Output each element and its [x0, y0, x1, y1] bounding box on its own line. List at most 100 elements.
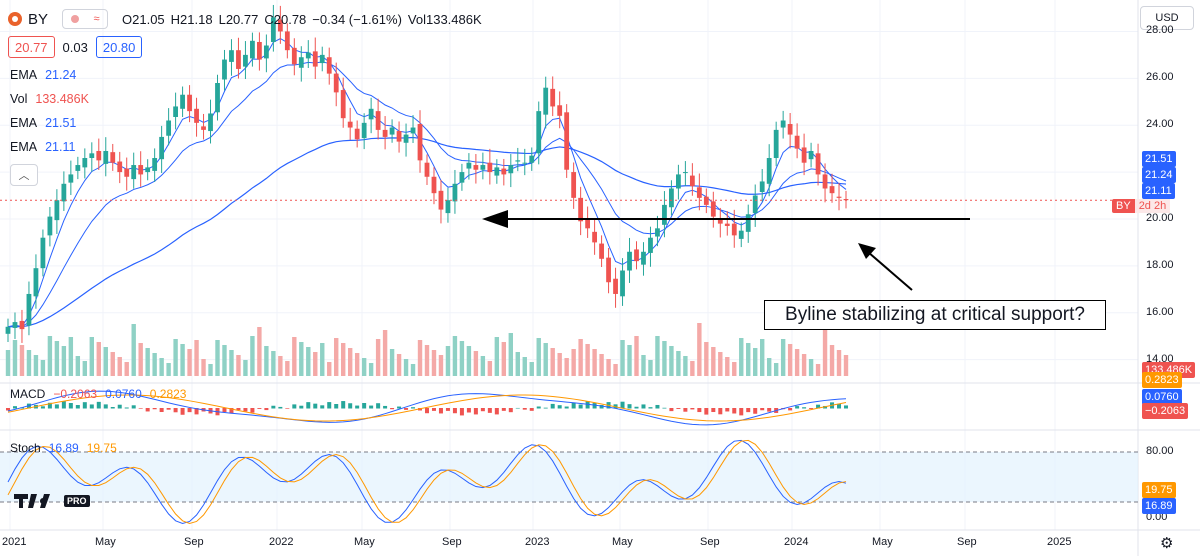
macd-hist-bar	[592, 403, 597, 409]
price-axis-tick: 14.00	[1146, 352, 1174, 365]
macd-hist-bar	[320, 405, 325, 409]
candle-body	[375, 111, 381, 130]
symbol-tag: BY	[1112, 199, 1135, 213]
candle-body	[298, 57, 304, 68]
candle-body	[201, 126, 206, 130]
volume-bar	[54, 341, 60, 376]
legend-ema-2[interactable]: EMA 21.51	[10, 116, 76, 130]
macd-hist-bar	[285, 408, 290, 409]
legend-label: EMA	[10, 140, 38, 154]
volume-bar	[578, 339, 583, 376]
candle-body	[250, 40, 255, 59]
candle-body	[103, 150, 109, 164]
macd-hist-bar	[466, 408, 471, 413]
volume-bar	[627, 345, 632, 376]
macd-hist-bar	[299, 405, 304, 409]
buy-price-box[interactable]: 20.80	[95, 36, 143, 58]
volume-bar	[787, 344, 793, 376]
macd-hist-bar	[473, 408, 478, 415]
macd-hist-bar	[222, 408, 227, 412]
volume-bar	[487, 361, 493, 376]
volume-bar	[145, 348, 150, 376]
volume-bar	[543, 343, 548, 376]
annotation-callout[interactable]: Byline stabilizing at critical support?	[764, 300, 1106, 330]
currency-button[interactable]: USD	[1140, 6, 1194, 30]
symbol-name[interactable]: BY	[28, 10, 49, 28]
volume-bar	[550, 348, 555, 376]
sell-price-box[interactable]: 20.77	[8, 36, 55, 58]
macd-hist-bar	[438, 408, 443, 414]
macd-legend[interactable]: MACD −0.2063 0.0760 0.2823	[10, 387, 186, 401]
macd-hist-bar	[47, 402, 52, 409]
candle-body	[445, 200, 451, 214]
volume-bar	[278, 356, 283, 376]
macd-signal-tag: 0.2823	[1142, 372, 1182, 388]
macd-hist-bar	[767, 408, 772, 412]
candle-body	[592, 231, 597, 243]
candle-body	[410, 127, 416, 134]
stoch-d-tag: 19.75	[1142, 482, 1176, 498]
macd-hist-bar	[271, 405, 276, 409]
macd-hist-bar	[676, 408, 681, 409]
macd-hist-bar	[313, 403, 318, 409]
volume-bar	[808, 359, 814, 376]
macd-hist-bar	[68, 403, 73, 409]
compare-toggle[interactable]: ≈	[62, 9, 109, 29]
volume-bar	[718, 352, 723, 376]
stoch-legend[interactable]: Stoch 16.89 19.75	[10, 441, 117, 455]
candle-body	[19, 320, 25, 330]
macd-hist-bar	[61, 401, 66, 409]
macd-hist-bar	[383, 405, 388, 409]
time-axis-tick: 2025	[1047, 536, 1072, 548]
candle-body	[194, 108, 199, 123]
macd-hist-bar	[348, 403, 353, 409]
candle-body	[138, 165, 144, 175]
macd-hist-bar	[662, 407, 667, 409]
legend-ema-1[interactable]: EMA 21.24	[10, 68, 76, 82]
candle-body	[361, 122, 367, 139]
legend-ema-3[interactable]: EMA 21.11	[10, 140, 75, 154]
candle-body	[417, 124, 423, 161]
candle-body	[829, 186, 835, 194]
ema1-price-tag: 21.24	[1142, 167, 1176, 183]
macd-hist-bar	[634, 406, 639, 409]
spread-value: 0.03	[62, 39, 88, 55]
gear-icon[interactable]: ⚙	[1160, 535, 1174, 552]
stoch-k-value: 16.89	[48, 441, 79, 455]
candle-body	[312, 51, 318, 67]
collapse-legend-button[interactable]: ︿	[10, 164, 38, 186]
candle-body	[801, 147, 807, 163]
macd-hist-bar	[341, 401, 346, 409]
volume-bar	[431, 350, 437, 376]
candle-body	[773, 129, 779, 159]
legend-volume[interactable]: Vol 133.486K	[10, 92, 89, 106]
macd-hist-bar	[501, 408, 506, 411]
candle-body	[96, 150, 102, 161]
volume-bar	[683, 356, 688, 376]
volume-value: Vol133.486K	[407, 11, 482, 27]
candle-body	[634, 249, 639, 262]
volume-bar	[697, 323, 702, 376]
volume-bar	[152, 353, 157, 376]
macd-hist-bar	[75, 405, 80, 409]
candle-body	[33, 268, 39, 297]
candle-body	[494, 167, 500, 176]
volume-bar	[529, 362, 534, 376]
macd-hist-bar	[264, 408, 269, 411]
volume-bar	[843, 355, 849, 376]
candle-body	[424, 162, 430, 177]
macd-hist-bar	[152, 408, 157, 410]
candle-body	[319, 54, 325, 64]
candle-body	[110, 152, 116, 163]
volume-bar	[704, 342, 709, 376]
candle-body	[40, 237, 46, 269]
volume-bar	[299, 342, 304, 376]
volume-bar	[285, 361, 290, 376]
macd-hist-bar	[655, 404, 660, 409]
macd-hist-bar	[620, 401, 625, 409]
macd-hist-bar	[837, 403, 842, 409]
macd-hist-value: −0.2063	[53, 387, 98, 401]
candle-body	[529, 155, 535, 163]
macd-hist-bar	[89, 404, 94, 409]
